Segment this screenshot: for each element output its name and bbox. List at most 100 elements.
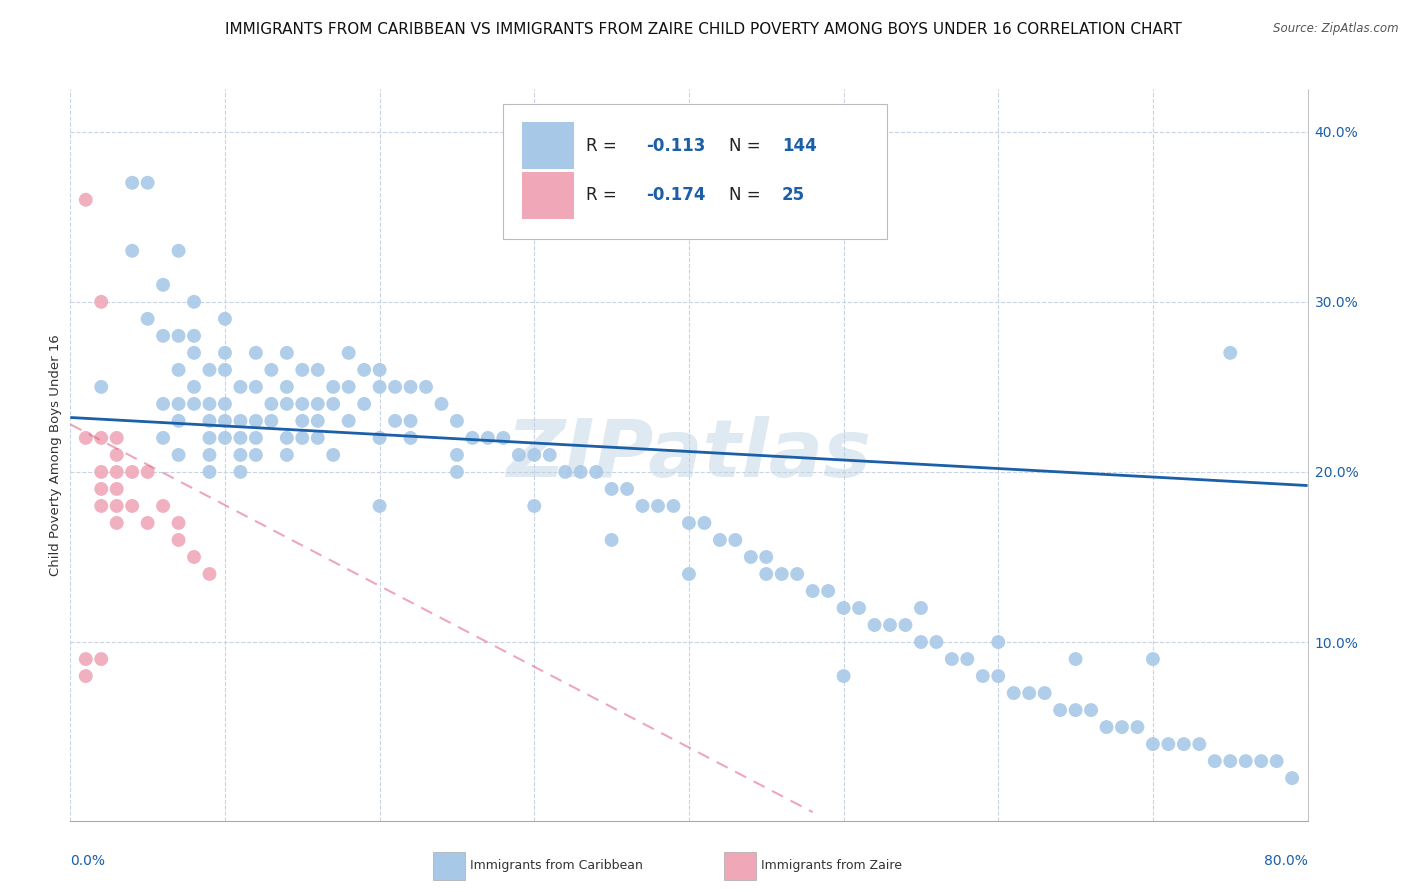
Point bbox=[121, 499, 143, 513]
Point bbox=[368, 431, 391, 445]
Text: Source: ZipAtlas.com: Source: ZipAtlas.com bbox=[1274, 22, 1399, 36]
Point bbox=[105, 448, 128, 462]
Point bbox=[446, 448, 468, 462]
Point bbox=[554, 465, 576, 479]
Point bbox=[801, 584, 824, 599]
Point bbox=[75, 669, 97, 683]
Point bbox=[105, 516, 128, 530]
Point bbox=[167, 414, 190, 428]
Point bbox=[353, 363, 375, 377]
Point bbox=[755, 566, 778, 581]
Point bbox=[508, 448, 530, 462]
Point bbox=[214, 311, 236, 326]
Point bbox=[276, 397, 298, 411]
Point bbox=[136, 311, 159, 326]
Point bbox=[1064, 652, 1087, 666]
Point bbox=[90, 652, 112, 666]
Point bbox=[1204, 754, 1226, 768]
Point bbox=[740, 549, 762, 564]
Point bbox=[337, 346, 360, 360]
Point bbox=[1250, 754, 1272, 768]
Text: -0.113: -0.113 bbox=[645, 136, 704, 154]
Point bbox=[136, 465, 159, 479]
Point bbox=[368, 499, 391, 513]
Point bbox=[136, 516, 159, 530]
Point bbox=[987, 669, 1010, 683]
Text: 80.0%: 80.0% bbox=[1264, 854, 1308, 868]
FancyBboxPatch shape bbox=[522, 172, 574, 219]
Point bbox=[430, 397, 453, 411]
Point bbox=[260, 414, 283, 428]
Point bbox=[245, 414, 267, 428]
Point bbox=[276, 431, 298, 445]
Point bbox=[183, 329, 205, 343]
Text: R =: R = bbox=[586, 186, 623, 204]
Point bbox=[399, 380, 422, 394]
Point bbox=[167, 533, 190, 547]
Point bbox=[1033, 686, 1056, 700]
Point bbox=[678, 566, 700, 581]
Point bbox=[183, 380, 205, 394]
Point bbox=[105, 431, 128, 445]
Point bbox=[307, 397, 329, 411]
Point bbox=[879, 618, 901, 632]
Point bbox=[477, 431, 499, 445]
Point bbox=[585, 465, 607, 479]
Point bbox=[492, 431, 515, 445]
Point bbox=[384, 414, 406, 428]
Point bbox=[75, 652, 97, 666]
Point bbox=[956, 652, 979, 666]
Point bbox=[105, 482, 128, 496]
Point bbox=[384, 380, 406, 394]
Point bbox=[600, 482, 623, 496]
Point bbox=[399, 431, 422, 445]
Point bbox=[152, 499, 174, 513]
Point bbox=[863, 618, 886, 632]
Point bbox=[167, 329, 190, 343]
Point bbox=[198, 465, 221, 479]
Point bbox=[75, 193, 97, 207]
Point bbox=[1265, 754, 1288, 768]
Point bbox=[90, 499, 112, 513]
Point bbox=[121, 244, 143, 258]
Point bbox=[368, 380, 391, 394]
Point bbox=[105, 499, 128, 513]
Point bbox=[276, 346, 298, 360]
Point bbox=[631, 499, 654, 513]
Point bbox=[647, 499, 669, 513]
Point bbox=[121, 465, 143, 479]
Point bbox=[307, 363, 329, 377]
Point bbox=[291, 414, 314, 428]
Point bbox=[770, 566, 793, 581]
Point bbox=[600, 533, 623, 547]
Point bbox=[972, 669, 994, 683]
Point bbox=[322, 397, 344, 411]
Point bbox=[1064, 703, 1087, 717]
Point bbox=[523, 499, 546, 513]
Point bbox=[1142, 737, 1164, 751]
Point bbox=[291, 397, 314, 411]
Point bbox=[260, 397, 283, 411]
Point bbox=[229, 380, 252, 394]
Point bbox=[817, 584, 839, 599]
Point bbox=[167, 448, 190, 462]
Point bbox=[353, 397, 375, 411]
Point bbox=[229, 414, 252, 428]
Point bbox=[910, 601, 932, 615]
Point bbox=[523, 448, 546, 462]
Point bbox=[152, 431, 174, 445]
Point bbox=[167, 516, 190, 530]
Point bbox=[260, 363, 283, 377]
Y-axis label: Child Poverty Among Boys Under 16: Child Poverty Among Boys Under 16 bbox=[49, 334, 62, 576]
Point bbox=[446, 465, 468, 479]
Point bbox=[198, 414, 221, 428]
Point bbox=[90, 465, 112, 479]
Text: R =: R = bbox=[586, 136, 623, 154]
Point bbox=[337, 414, 360, 428]
Point bbox=[1234, 754, 1257, 768]
Point bbox=[229, 465, 252, 479]
Text: ZIPatlas: ZIPatlas bbox=[506, 416, 872, 494]
Point bbox=[291, 431, 314, 445]
Point bbox=[1049, 703, 1071, 717]
Text: N =: N = bbox=[728, 186, 765, 204]
